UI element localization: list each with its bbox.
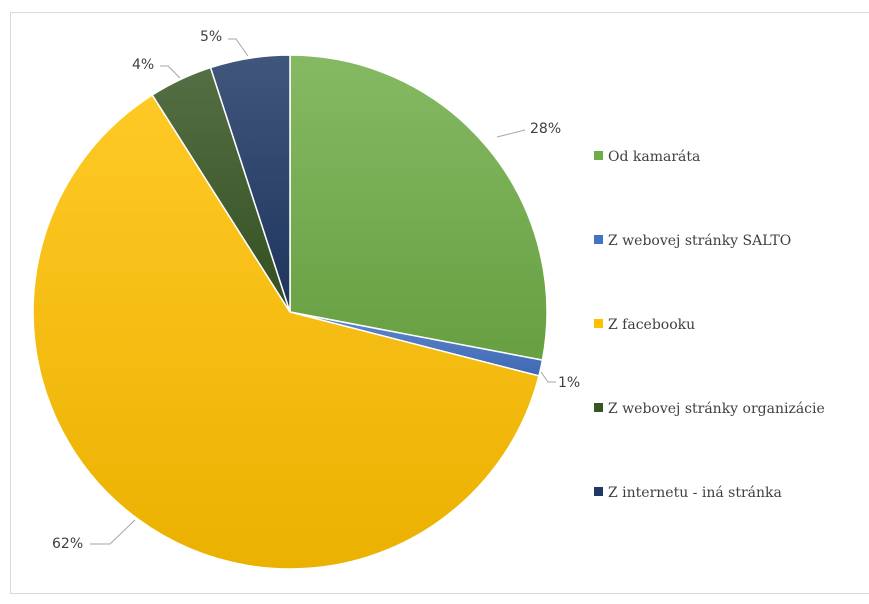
pie-slice-3 bbox=[32, 93, 540, 570]
legend-swatch-1 bbox=[594, 151, 603, 160]
legend-label-4: Z webovej stránky organizácie bbox=[608, 401, 825, 417]
pie-slices bbox=[32, 54, 548, 570]
leader-line-1 bbox=[496, 129, 526, 138]
leader-line-2 bbox=[540, 371, 556, 383]
legend-swatch-4 bbox=[594, 403, 603, 412]
data-label-5: 5% bbox=[200, 29, 222, 45]
leader-lines bbox=[90, 38, 556, 545]
legend: Od kamaráta Z webovej stránky SALTO Z face… bbox=[594, 149, 825, 501]
pie-slice-1 bbox=[289, 54, 548, 362]
data-label-3: 62% bbox=[52, 536, 83, 552]
data-label-2: 1% bbox=[558, 375, 580, 391]
legend-label-3: Z facebooku bbox=[608, 317, 695, 333]
legend-swatch-2 bbox=[594, 235, 603, 244]
leader-line-4 bbox=[160, 65, 181, 79]
data-label-1: 28% bbox=[530, 121, 561, 137]
legend-swatch-5 bbox=[594, 487, 603, 496]
pie-slice-5 bbox=[209, 54, 291, 313]
leader-line-5 bbox=[228, 38, 249, 57]
legend-label-1: Od kamaráta bbox=[608, 149, 700, 165]
legend-label-5: Z internetu - iná stránka bbox=[608, 485, 782, 501]
legend-label-2: Z webovej stránky SALTO bbox=[608, 233, 791, 249]
leader-line-3 bbox=[90, 519, 136, 545]
legend-swatch-3 bbox=[594, 319, 603, 328]
data-labels: 28% 1% 62% 4% 5% bbox=[52, 29, 580, 552]
data-label-4: 4% bbox=[132, 57, 154, 73]
